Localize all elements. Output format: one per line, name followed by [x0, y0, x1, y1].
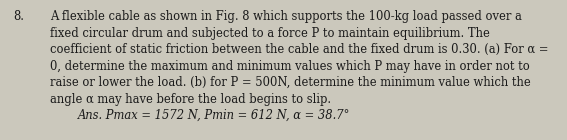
Text: angle α may have before the load begins to slip.: angle α may have before the load begins … [50, 93, 331, 106]
Text: raise or lower the load. (b) for P = 500N, determine the minimum value which the: raise or lower the load. (b) for P = 500… [50, 76, 531, 89]
Text: 0, determine the maximum and minimum values which P may have in order not to: 0, determine the maximum and minimum val… [50, 60, 530, 73]
Text: 8.: 8. [13, 10, 24, 23]
Text: Ans. Pmax = 1572 N, Pmin = 612 N, α = 38.7°: Ans. Pmax = 1572 N, Pmin = 612 N, α = 38… [78, 109, 350, 122]
Text: fixed circular drum and subjected to a force P to maintain equilibrium. The: fixed circular drum and subjected to a f… [50, 26, 490, 39]
Text: A flexible cable as shown in Fig. 8 which supports the 100-kg load passed over a: A flexible cable as shown in Fig. 8 whic… [50, 10, 522, 23]
Text: coefficient of static friction between the cable and the fixed drum is 0.30. (a): coefficient of static friction between t… [50, 43, 548, 56]
